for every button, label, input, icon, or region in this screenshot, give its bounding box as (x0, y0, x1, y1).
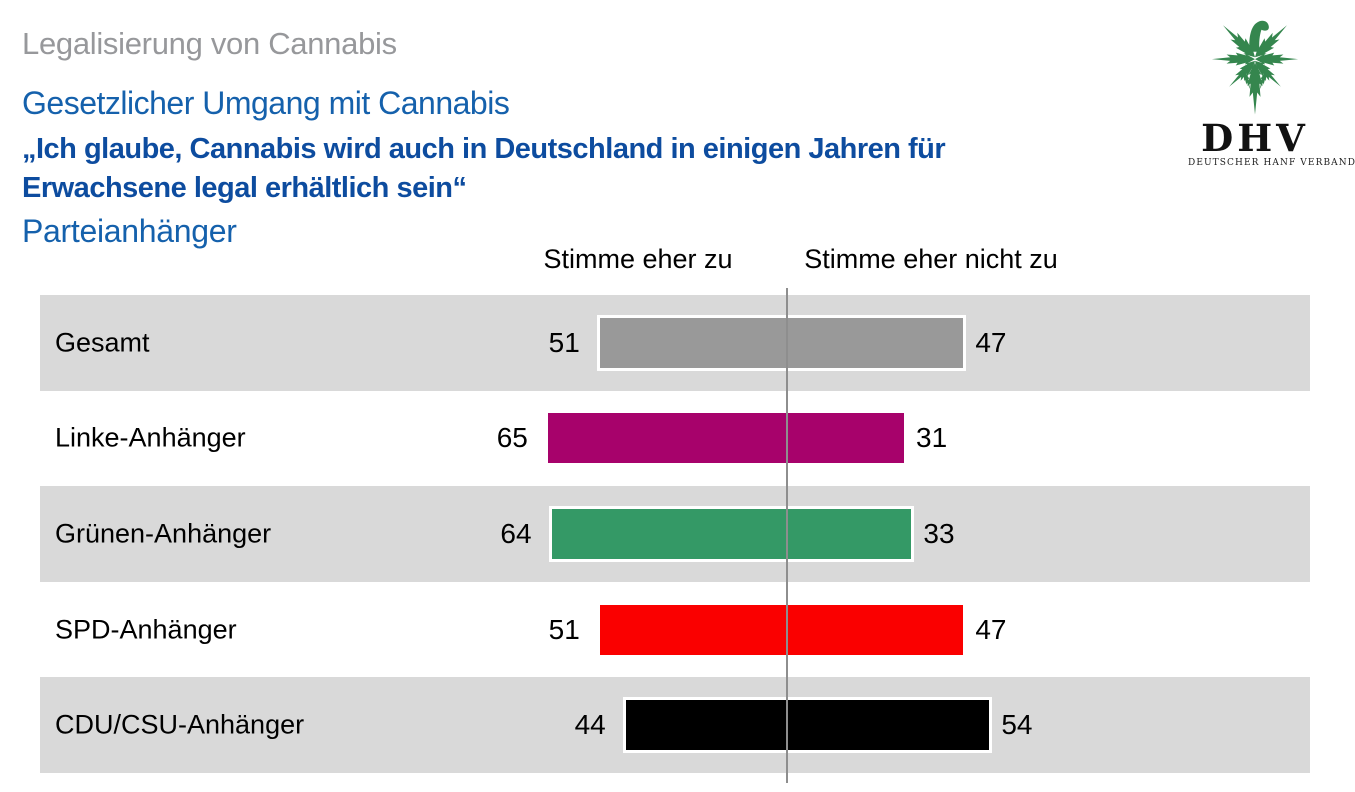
bar (548, 505, 915, 562)
chart-row: Linke-Anhänger 65 31 (40, 390, 1310, 487)
bar (596, 601, 967, 658)
value-agree: 64 (500, 517, 532, 549)
value-disagree: 47 (975, 326, 1007, 358)
value-agree: 65 (496, 422, 528, 454)
chart-row: SPD-Anhänger 51 47 (40, 581, 1310, 678)
bar (596, 314, 967, 371)
slide-subheading: Parteianhänger (22, 213, 237, 249)
row-label: Linke-Anhänger (55, 422, 246, 453)
survey-statement: „Ich glaube, Cannabis wird auch in Deuts… (22, 130, 946, 208)
value-agree: 44 (574, 709, 606, 741)
row-label: SPD-Anhänger (55, 614, 237, 645)
row-label: Gesamt (55, 327, 150, 358)
value-agree: 51 (548, 613, 580, 645)
survey-statement-line1: „Ich glaube, Cannabis wird auch in Deuts… (22, 133, 946, 165)
chart-row: CDU/CSU-Anhänger 44 54 (40, 677, 1310, 773)
value-disagree: 31 (916, 422, 948, 454)
value-disagree: 33 (923, 517, 955, 549)
dhv-logo: DHV DEUTSCHER HANF VERBAND (1188, 4, 1355, 169)
value-agree: 51 (548, 326, 580, 358)
chart-row: Gesamt 51 47 (40, 295, 1310, 391)
slide-kicker: Legalisierung von Cannabis (22, 26, 397, 61)
chart-row: Grünen-Anhänger 64 33 (40, 486, 1310, 582)
center-divider-line (786, 288, 788, 783)
value-disagree: 47 (975, 613, 1007, 645)
row-label: Grünen-Anhänger (55, 518, 272, 549)
bar (622, 697, 993, 754)
survey-statement-line2: Erwachsene legal erhältlich sein“ (22, 172, 467, 204)
column-header-disagree: Stimme eher nicht zu (804, 244, 1058, 274)
bar (544, 410, 907, 467)
logo-name: DEUTSCHER HANF VERBAND (1188, 158, 1355, 168)
value-disagree: 54 (1001, 709, 1033, 741)
column-header-agree: Stimme eher zu (543, 244, 733, 274)
logo-acronym: DHV (1201, 116, 1309, 160)
page-title: Gesetzlicher Umgang mit Cannabis (22, 85, 510, 121)
cannabis-eagle-icon (1211, 20, 1299, 115)
chart-rows: Gesamt 51 47 Linke-Anhänger 65 31 Grünen… (40, 295, 1310, 773)
row-label: CDU/CSU-Anhänger (55, 709, 305, 740)
